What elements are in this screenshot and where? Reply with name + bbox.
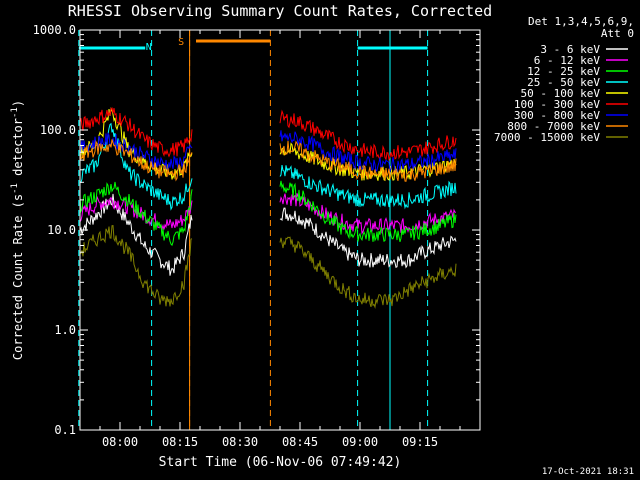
legend-label: 800 - 7000 keV xyxy=(507,120,600,133)
y-axis-label-mid: detector xyxy=(11,118,25,183)
series-line xyxy=(279,236,457,309)
x-tick-label: 09:15 xyxy=(402,435,438,449)
series-line xyxy=(279,130,457,173)
timestamp: 17-Oct-2021 18:31 xyxy=(542,467,634,477)
legend-label: 6 - 12 keV xyxy=(534,54,601,67)
legend-header-2: Att 0 xyxy=(601,27,634,40)
x-axis: 08:00 08:15 08:30 08:45 09:00 09:15 xyxy=(79,30,481,449)
y-axis: 0.1 1.0 10.0 100.0 1000.0 xyxy=(33,23,480,437)
y-tick-label: 10.0 xyxy=(47,223,76,237)
series-line xyxy=(79,122,193,211)
series-line xyxy=(279,109,457,162)
saa-flag-label: S xyxy=(178,37,184,48)
x-tick-label: 09:00 xyxy=(342,435,378,449)
series-line xyxy=(79,139,193,182)
x-tick-label: 08:00 xyxy=(102,435,138,449)
y-tick-label: 0.1 xyxy=(54,423,76,437)
series-line xyxy=(279,180,457,243)
x-tick-label: 08:30 xyxy=(222,435,258,449)
x-tick-label: 08:45 xyxy=(282,435,318,449)
legend-label: 3 - 6 keV xyxy=(540,43,600,56)
legend-label: 300 - 800 keV xyxy=(514,109,600,122)
legend-label: 100 - 300 keV xyxy=(514,98,600,111)
series-line xyxy=(79,225,193,307)
y-axis-label-end: ) xyxy=(11,100,25,107)
series-line xyxy=(79,181,193,247)
y-axis-label-sup2: -1 xyxy=(10,107,20,118)
x-tick-label: 08:15 xyxy=(162,435,198,449)
legend-label: 7000 - 15000 keV xyxy=(494,131,600,144)
series-line xyxy=(79,193,193,276)
series-line xyxy=(279,140,457,182)
y-tick-label: 100.0 xyxy=(40,123,76,137)
series-line xyxy=(279,207,457,269)
legend-label: 12 - 25 keV xyxy=(527,65,600,78)
series-line xyxy=(79,195,193,231)
y-axis-label: Corrected Count Rate (s-1 detector-1) xyxy=(10,100,25,360)
y-tick-label: 1000.0 xyxy=(33,23,76,37)
chart-title: RHESSI Observing Summary Count Rates, Co… xyxy=(68,2,492,20)
night-flag-label: N xyxy=(146,42,152,53)
y-axis-label-sup1: -1 xyxy=(10,183,20,194)
y-tick-label: 1.0 xyxy=(54,323,76,337)
series-line xyxy=(279,165,457,210)
series-line xyxy=(79,131,193,173)
legend-label: 25 - 50 keV xyxy=(527,76,600,89)
series-line xyxy=(79,107,193,158)
y-axis-label-main: Corrected Count Rate (s xyxy=(11,194,25,360)
x-axis-label: Start Time (06-Nov-06 07:49:42) xyxy=(159,455,402,470)
legend-label: 50 - 100 keV xyxy=(521,87,601,100)
legend-header-1: Det 1,3,4,5,6,9, xyxy=(528,15,634,28)
